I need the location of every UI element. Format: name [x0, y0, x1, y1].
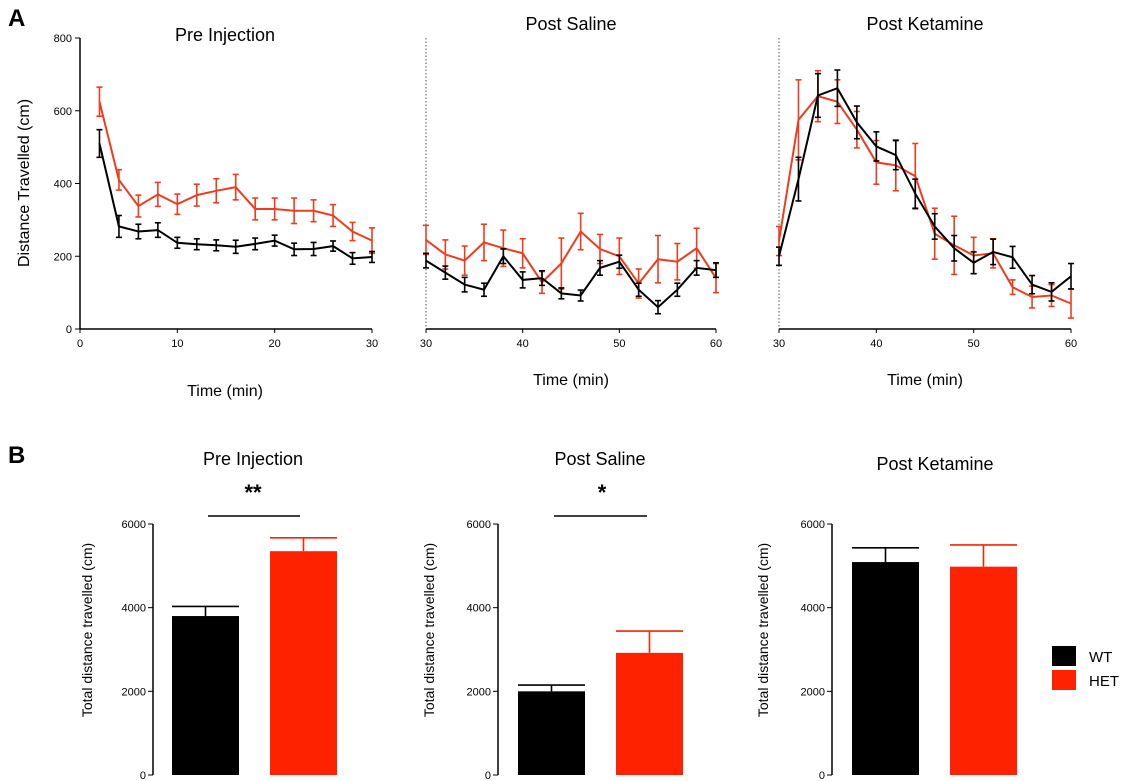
x-tick-label: 50	[613, 338, 625, 350]
y-axis-label: Distance Travelled (cm)	[16, 99, 33, 267]
y-tick-label: 6000	[467, 519, 491, 531]
bar-wt	[852, 562, 919, 775]
significance-marker: **	[244, 480, 262, 505]
bar-het	[616, 652, 683, 775]
legend-label-wt: WT	[1089, 649, 1112, 666]
legend-swatch-wt	[1052, 646, 1076, 666]
plot-area: 0 10 20 30 0 200 400 600 800	[54, 33, 378, 350]
chart-title: Pre Injection	[175, 25, 275, 45]
legend: WT HET	[1052, 646, 1119, 690]
bar-wt	[172, 616, 239, 775]
x-axis-label: Time (min)	[887, 372, 963, 389]
line-chart-post-saline: Post Saline Time (min) 30 40 50 60	[420, 14, 722, 389]
x-axis-label: Time (min)	[187, 383, 263, 400]
plot-area: 0 2000 4000 6000	[122, 519, 337, 781]
chart-title: Post Saline	[554, 449, 645, 469]
y-tick-label: 200	[54, 251, 72, 263]
y-tick-label: 4000	[122, 603, 146, 615]
plot-area: 30 40 50 60	[420, 38, 722, 350]
x-tick-label: 10	[171, 338, 183, 350]
y-tick-label: 4000	[467, 603, 491, 615]
y-tick-label: 400	[54, 179, 72, 191]
y-tick-label: 2000	[467, 686, 491, 698]
series-line-het	[425, 229, 717, 286]
x-tick-label: 60	[710, 338, 722, 350]
chart-title: Post Ketamine	[866, 14, 983, 34]
panel-label-b: B	[8, 442, 25, 469]
x-tick-label: 40	[517, 338, 529, 350]
x-tick-label: 30	[366, 338, 378, 350]
line-chart-post-ketamine: Post Ketamine Time (min) 30 40 50 60	[773, 14, 1077, 389]
y-tick-label: 600	[54, 106, 72, 118]
series-line-het	[98, 101, 373, 242]
bar-het	[270, 551, 337, 775]
series-line-wt	[425, 254, 717, 309]
chart-title: Pre Injection	[203, 449, 303, 469]
y-tick-label: 2000	[801, 686, 825, 698]
panel-label-a: A	[8, 5, 25, 32]
bar-het	[950, 566, 1017, 775]
chart-title: Post Ketamine	[876, 454, 993, 474]
legend-label-het: HET	[1089, 673, 1119, 690]
y-tick-label: 2000	[122, 686, 146, 698]
x-tick-label: 40	[870, 338, 882, 350]
series-line-wt	[778, 86, 1072, 294]
y-tick-label: 800	[54, 33, 72, 45]
y-axis-label: Total distance travelled (cm)	[421, 543, 437, 717]
series-line-het	[778, 95, 1072, 305]
y-axis-label: Total distance travelled (cm)	[755, 543, 771, 717]
y-tick-label: 0	[485, 770, 491, 781]
x-tick-label: 0	[77, 338, 83, 350]
x-tick-label: 60	[1065, 338, 1077, 350]
y-tick-label: 4000	[801, 603, 825, 615]
bar-wt	[518, 691, 585, 775]
x-tick-label: 20	[269, 338, 281, 350]
bar-chart-post-saline: Post Saline Total distance travelled (cm…	[421, 449, 683, 781]
plot-area: 0 2000 4000 6000	[467, 519, 683, 781]
x-tick-label: 30	[420, 338, 432, 350]
plot-area: 30 40 50 60	[773, 38, 1077, 350]
plot-area: 0 2000 4000 6000	[801, 519, 1017, 781]
bar-chart-post-ketamine: Post Ketamine Total distance travelled (…	[755, 454, 1017, 781]
y-tick-label: 0	[819, 770, 825, 781]
y-axis-label: Total distance travelled (cm)	[79, 543, 95, 717]
chart-title: Post Saline	[525, 14, 616, 34]
legend-swatch-het	[1052, 670, 1076, 690]
x-axis-label: Time (min)	[533, 372, 609, 389]
x-tick-label: 30	[773, 338, 785, 350]
x-tick-label: 50	[968, 338, 980, 350]
y-tick-label: 6000	[122, 519, 146, 531]
y-tick-label: 6000	[801, 519, 825, 531]
y-tick-label: 0	[66, 324, 72, 336]
line-chart-pre-injection: Pre Injection Distance Travelled (cm) Ti…	[16, 25, 378, 400]
significance-marker: *	[598, 480, 607, 505]
y-tick-label: 0	[140, 770, 146, 781]
bar-chart-pre-injection: Pre Injection Total distance travelled (…	[79, 449, 337, 781]
